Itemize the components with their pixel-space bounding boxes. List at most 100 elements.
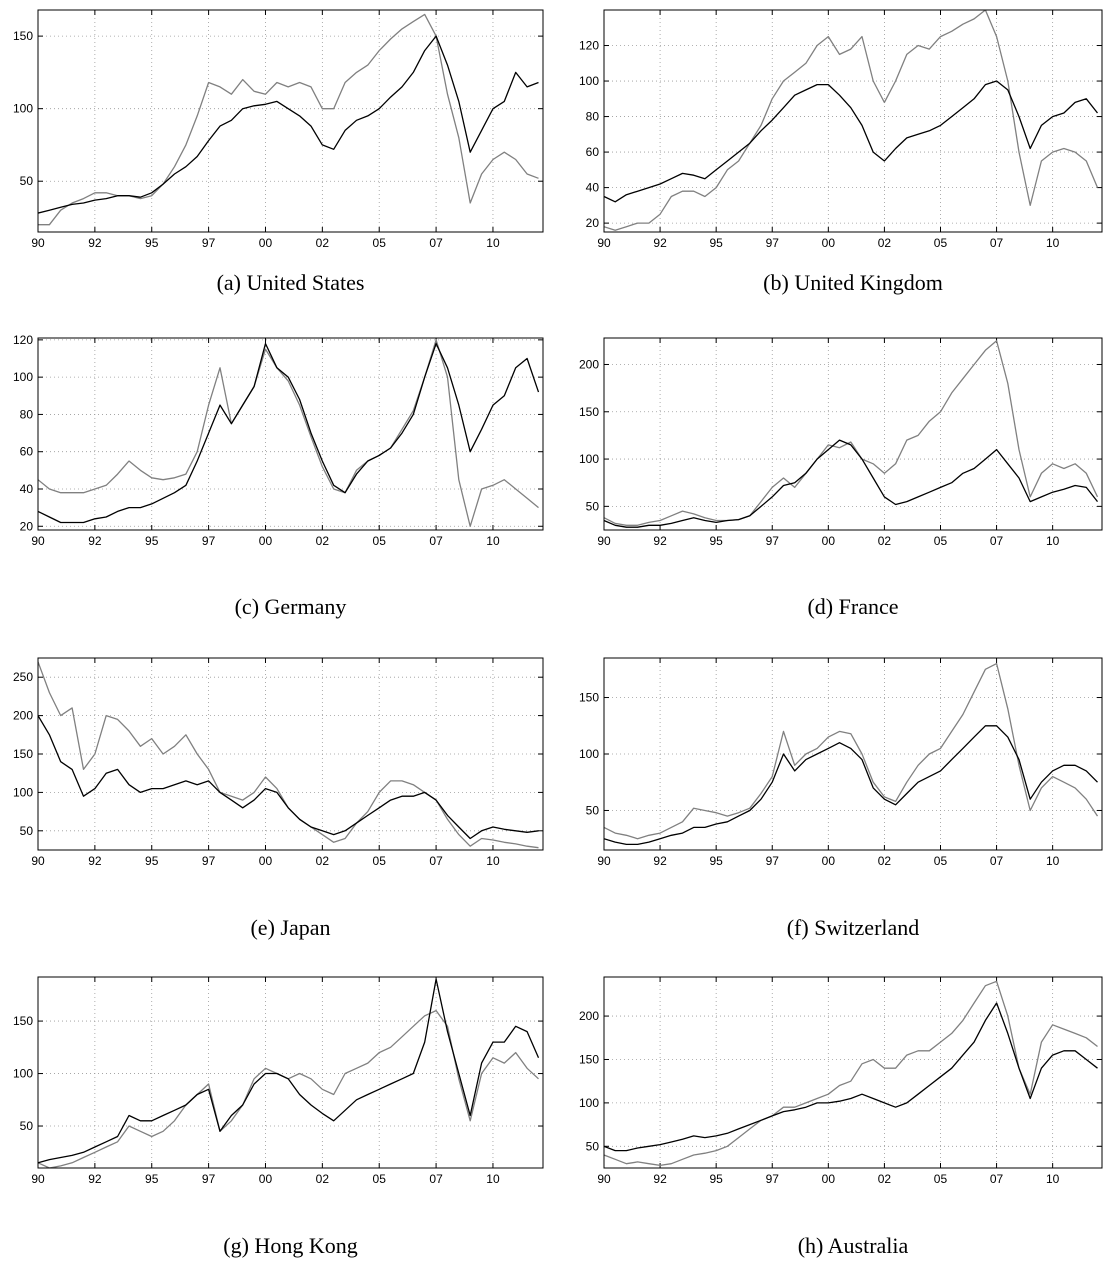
- y-tick-label: 150: [13, 29, 33, 43]
- y-tick-label: 40: [586, 181, 600, 195]
- y-tick-label: 50: [20, 1119, 34, 1133]
- plot-frame: [37, 337, 544, 531]
- y-tick-label: 100: [579, 1096, 599, 1110]
- chart-caption: (g) Hong Kong: [223, 1233, 357, 1258]
- x-tick-label: 97: [202, 1172, 216, 1186]
- chart-caption: (f) Switzerland: [787, 915, 920, 940]
- x-tick-label: 05: [934, 854, 948, 868]
- series-line: [604, 725, 1098, 846]
- x-tick-label: 02: [316, 854, 330, 868]
- y-tick-label: 120: [13, 333, 33, 347]
- x-tick-label: 92: [653, 854, 667, 868]
- x-tick-label: 07: [990, 1172, 1004, 1186]
- x-tick-label: 92: [653, 1172, 667, 1186]
- x-tick-label: 92: [653, 236, 667, 250]
- x-tick-label: 95: [145, 534, 159, 548]
- x-tick-label: 90: [31, 236, 45, 250]
- series-line: [604, 662, 1099, 840]
- x-tick-label: 07: [429, 854, 443, 868]
- y-tick-label: 100: [579, 452, 599, 466]
- x-tick-label: 00: [822, 1172, 836, 1186]
- x-tick-label: 10: [1046, 534, 1060, 548]
- x-tick-label: 90: [31, 534, 45, 548]
- y-tick-label: 100: [579, 74, 599, 88]
- y-tick-label: 50: [586, 499, 600, 513]
- x-tick-label: 90: [597, 534, 611, 548]
- panel: 20 40 60 80 100 120 90 92 95 97 00 02 05 07 10 (b) Unit…: [579, 9, 1103, 295]
- x-tick-label: 05: [934, 236, 948, 250]
- x-tick-label: 97: [766, 854, 780, 868]
- panel: 50 100 150 200 90 92 95 97 00 02 05 07 10 (h) Austral…: [579, 976, 1103, 1258]
- panel: 50 100 150 90 92 95 97 00 02 05 07 10 (f) Switzerlan…: [579, 657, 1103, 940]
- series-line: [604, 1002, 1098, 1152]
- y-tick-label: 50: [20, 174, 34, 188]
- series-line: [38, 35, 539, 214]
- y-tick-label: 150: [579, 405, 599, 419]
- chart-caption: (e) Japan: [250, 915, 330, 940]
- x-tick-label: 02: [316, 1172, 330, 1186]
- x-tick-label: 97: [202, 534, 216, 548]
- y-tick-label: 50: [586, 803, 600, 817]
- y-tick-label: 80: [20, 407, 34, 421]
- x-tick-label: 05: [373, 1172, 387, 1186]
- x-tick-label: 92: [88, 1172, 102, 1186]
- chart-caption: (d) France: [807, 594, 898, 619]
- x-tick-label: 90: [597, 236, 611, 250]
- x-tick-label: 05: [934, 534, 948, 548]
- y-tick-label: 200: [13, 709, 33, 723]
- x-tick-label: 92: [653, 534, 667, 548]
- panel: 50 100 150 90 92 95 97 00 02 05 07 10 (a) United Sta…: [13, 9, 544, 295]
- series-line: [604, 10, 1099, 231]
- y-tick-label: 250: [13, 670, 33, 684]
- x-tick-label: 05: [373, 854, 387, 868]
- series-line: [38, 342, 540, 524]
- x-tick-label: 90: [597, 854, 611, 868]
- chart-caption: (a) United States: [217, 270, 365, 295]
- x-tick-label: 10: [1046, 1172, 1060, 1186]
- chart-caption: (h) Australia: [798, 1233, 909, 1258]
- x-tick-label: 07: [429, 1172, 443, 1186]
- y-tick-label: 60: [20, 445, 34, 459]
- x-tick-label: 92: [88, 236, 102, 250]
- x-tick-label: 07: [990, 534, 1004, 548]
- y-tick-label: 100: [579, 747, 599, 761]
- plot-frame: [37, 657, 544, 851]
- y-tick-label: 20: [20, 519, 34, 533]
- chart-caption: (c) Germany: [235, 594, 347, 619]
- x-tick-label: 02: [316, 236, 330, 250]
- x-tick-label: 10: [486, 854, 500, 868]
- panel: 50 100 150 90 92 95 97 00 02 05 07 10 (g) Hong Kong: [13, 976, 544, 1258]
- x-tick-label: 07: [429, 534, 443, 548]
- x-tick-label: 10: [486, 1172, 500, 1186]
- series-line: [38, 978, 540, 1164]
- x-tick-label: 00: [259, 534, 273, 548]
- series-line: [38, 715, 539, 840]
- y-tick-label: 20: [586, 216, 600, 230]
- x-tick-label: 02: [878, 534, 892, 548]
- chart-caption: (b) United Kingdom: [763, 270, 943, 295]
- x-tick-label: 10: [486, 534, 500, 548]
- y-tick-label: 80: [586, 110, 600, 124]
- x-tick-label: 00: [259, 236, 273, 250]
- panel: 50 100 150 200 250 90 92 95 97 00 02 05 07 10 (e) Japa…: [13, 657, 544, 940]
- x-tick-label: 02: [878, 236, 892, 250]
- x-tick-label: 97: [202, 236, 216, 250]
- x-tick-label: 10: [1046, 854, 1060, 868]
- panel: 20 40 60 80 100 120 90 92 95 97 00 02 05 07 10 (c) Germ…: [13, 333, 544, 619]
- x-tick-label: 95: [709, 236, 723, 250]
- x-tick-label: 02: [878, 854, 892, 868]
- panel: 50 100 150 200 90 92 95 97 00 02 05 07 10 (d) France: [579, 337, 1103, 619]
- x-tick-label: 90: [31, 854, 45, 868]
- x-tick-label: 00: [259, 1172, 273, 1186]
- y-tick-label: 200: [579, 1009, 599, 1023]
- y-tick-label: 60: [586, 145, 600, 159]
- x-tick-label: 97: [766, 236, 780, 250]
- x-tick-label: 95: [145, 1172, 159, 1186]
- x-tick-label: 97: [766, 534, 780, 548]
- x-tick-label: 90: [31, 1172, 45, 1186]
- x-tick-label: 10: [486, 236, 500, 250]
- y-tick-label: 50: [586, 1139, 600, 1153]
- y-tick-label: 100: [13, 102, 33, 116]
- x-tick-label: 97: [766, 1172, 780, 1186]
